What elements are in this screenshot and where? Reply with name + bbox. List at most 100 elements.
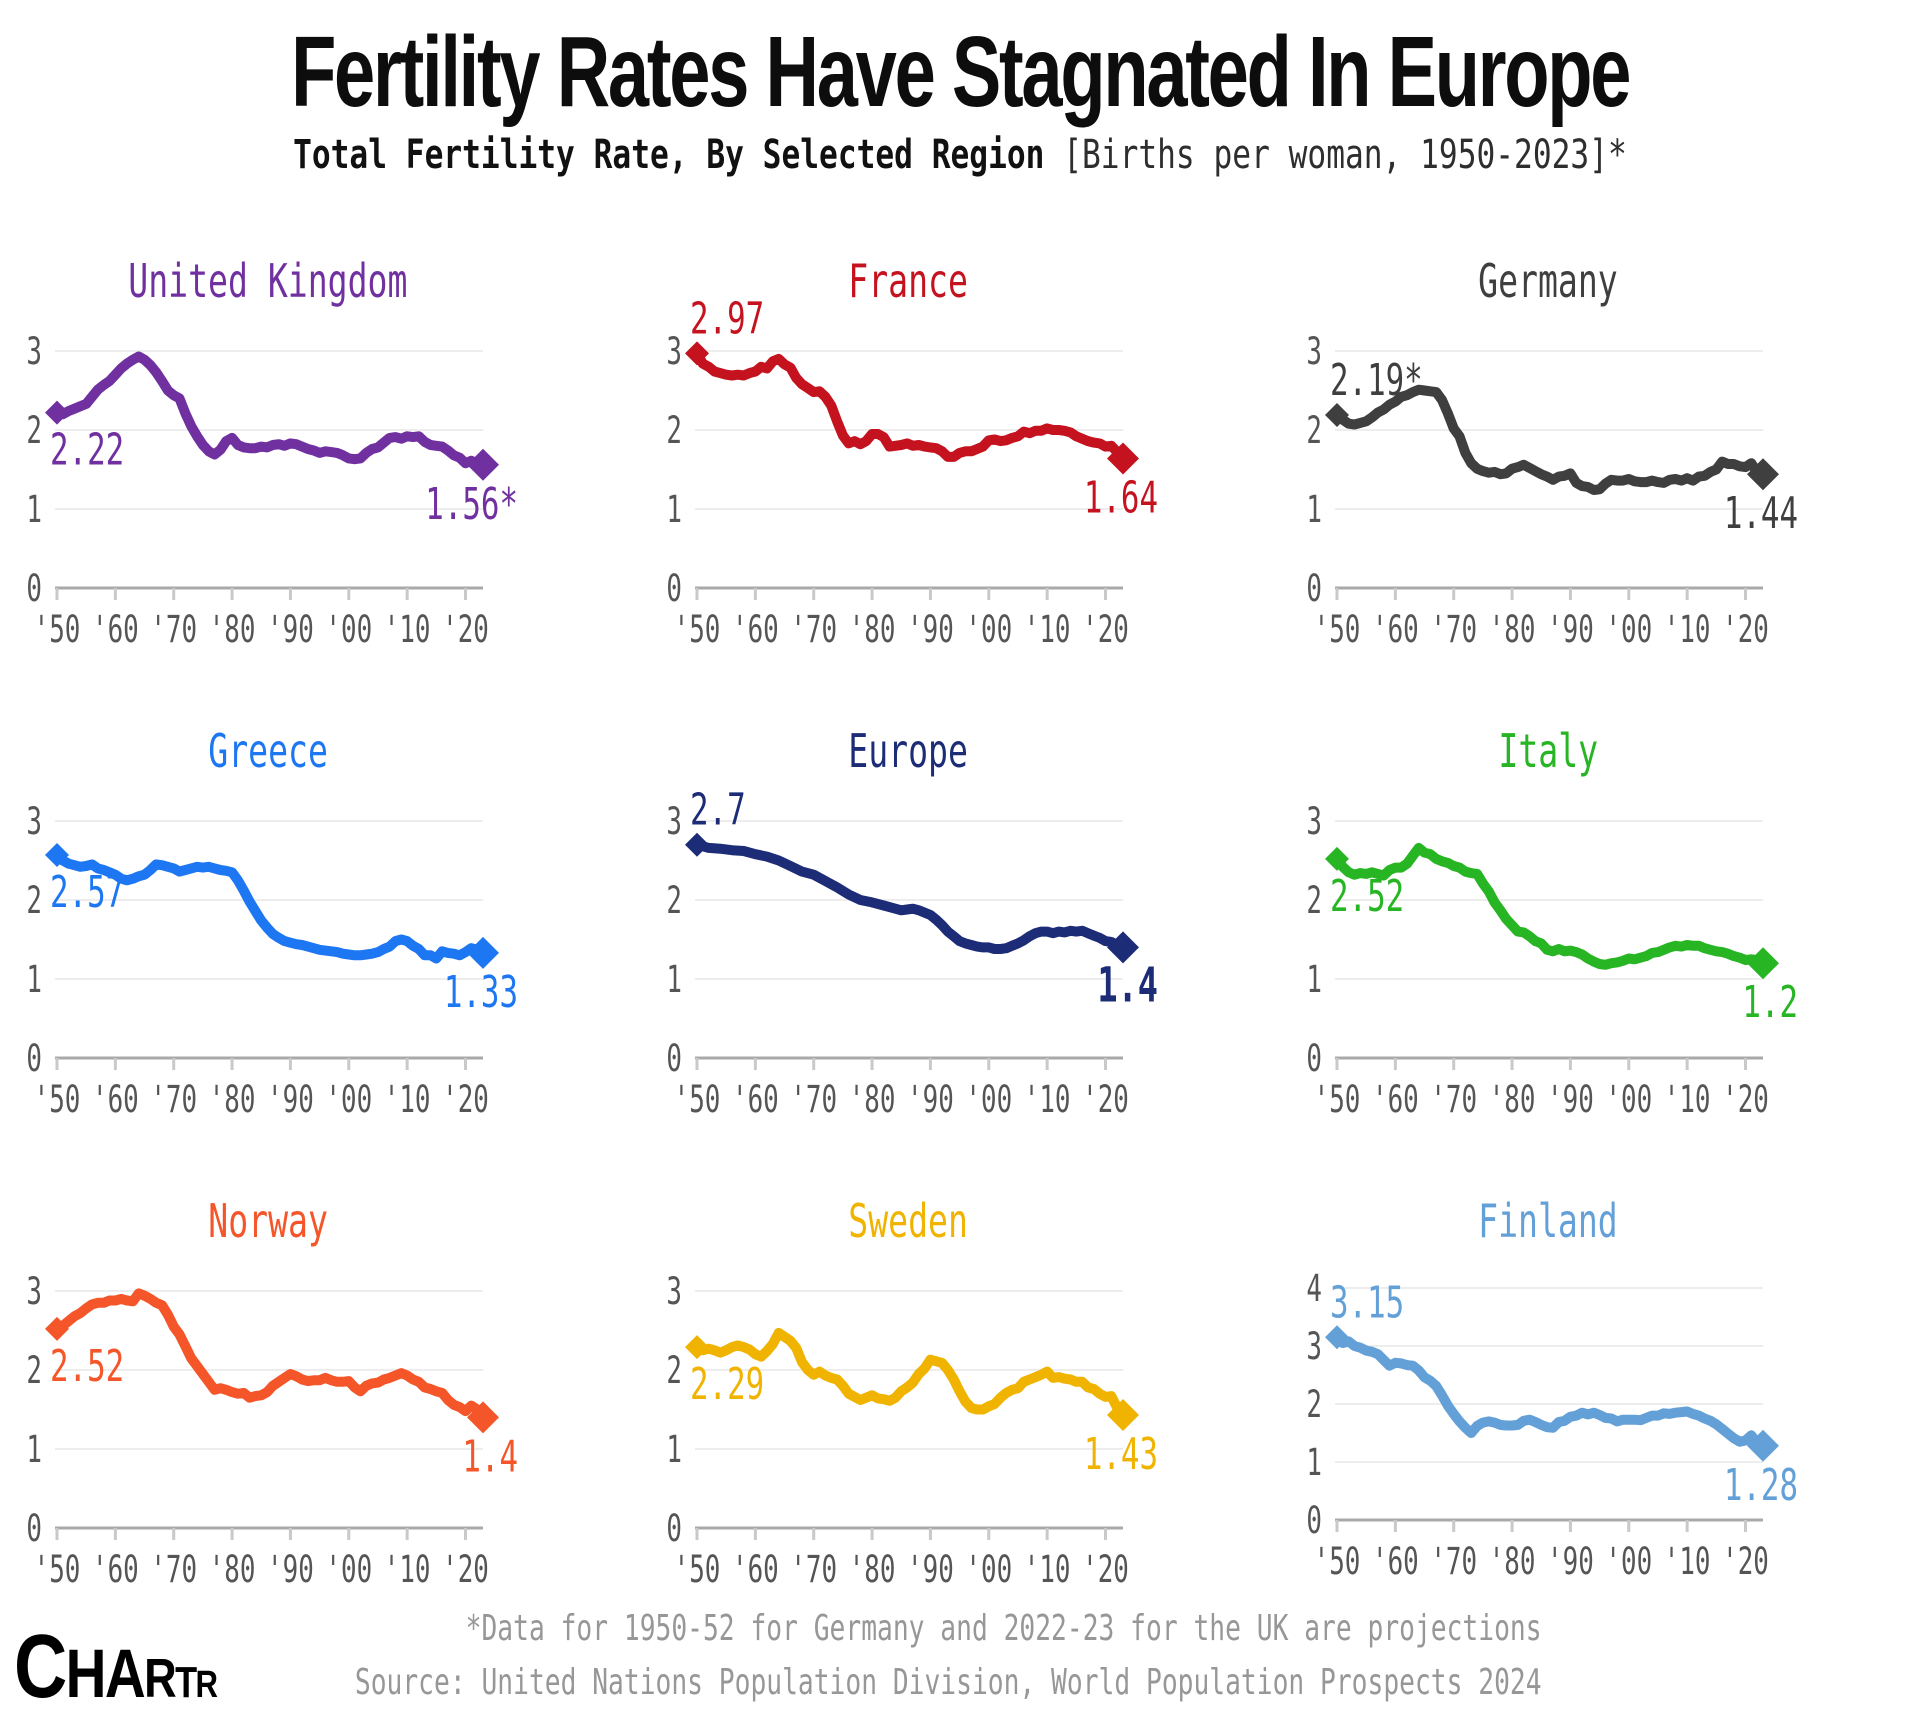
svg-text:3: 3 bbox=[26, 329, 42, 373]
end-value-label: 1.4 bbox=[1097, 957, 1158, 1013]
svg-text:'50: '50 bbox=[674, 1547, 721, 1591]
y-axis-label: 2 bbox=[1306, 878, 1322, 922]
svg-text:1.44: 1.44 bbox=[1724, 488, 1798, 539]
svg-text:1: 1 bbox=[1306, 1440, 1322, 1484]
svg-text:'90: '90 bbox=[1547, 607, 1594, 651]
svg-text:2: 2 bbox=[26, 878, 42, 922]
svg-text:3: 3 bbox=[1306, 329, 1322, 373]
svg-text:'60: '60 bbox=[732, 607, 779, 651]
svg-text:0: 0 bbox=[666, 1036, 682, 1080]
x-axis-label: '70 bbox=[1430, 607, 1477, 651]
y-axis-label: 3 bbox=[666, 799, 682, 843]
svg-text:2: 2 bbox=[666, 878, 682, 922]
svg-text:'60: '60 bbox=[92, 607, 139, 651]
svg-text:'20: '20 bbox=[1722, 607, 1769, 651]
svg-text:2.19*: 2.19* bbox=[1330, 354, 1423, 405]
start-marker bbox=[1325, 1325, 1349, 1350]
y-axis-label: 3 bbox=[26, 799, 42, 843]
svg-text:3: 3 bbox=[26, 1269, 42, 1313]
logo-letter: A bbox=[104, 1635, 146, 1712]
svg-text:2.7: 2.7 bbox=[690, 784, 746, 835]
svg-text:1: 1 bbox=[26, 1427, 42, 1471]
footnote: *Data for 1950-52 for Germany and 2022-2… bbox=[466, 1608, 1542, 1649]
x-axis-label: '80 bbox=[1489, 607, 1536, 651]
x-axis-label: '90 bbox=[907, 1547, 954, 1591]
series-line bbox=[692, 348, 1128, 464]
x-axis-label: '20 bbox=[1082, 1547, 1129, 1591]
chart-germany: 0 1 2 3 '50'60'70 '80'90'00 '10'20 2.19* 1.44 bbox=[1306, 329, 1798, 651]
end-marker bbox=[1107, 442, 1139, 475]
svg-text:'10: '10 bbox=[1024, 1547, 1071, 1591]
subtitle-main: Total Fertility Rate, By Selected Region bbox=[293, 132, 1045, 178]
svg-text:0: 0 bbox=[1306, 566, 1322, 610]
svg-text:'50: '50 bbox=[1314, 1539, 1361, 1583]
svg-text:3: 3 bbox=[666, 799, 682, 843]
svg-text:2.22: 2.22 bbox=[50, 424, 124, 475]
svg-text:'90: '90 bbox=[907, 1547, 954, 1591]
x-axis-label: '10 bbox=[384, 607, 431, 651]
logo-letter: H bbox=[65, 1635, 107, 1712]
svg-text:'10: '10 bbox=[384, 1547, 431, 1591]
x-axis-label: '60 bbox=[732, 607, 779, 651]
svg-text:1: 1 bbox=[26, 957, 42, 1001]
y-axis-label: 1 bbox=[1306, 1440, 1322, 1484]
svg-text:0: 0 bbox=[1306, 1498, 1322, 1542]
y-axis-label: 0 bbox=[1306, 1036, 1322, 1080]
svg-text:'70: '70 bbox=[790, 1077, 837, 1121]
chart-cell-france: France 0 1 2 3 '50'60'70 '80'90'00 '10'20 2.97 1… bbox=[640, 230, 1280, 700]
end-marker bbox=[1107, 931, 1139, 964]
svg-text:'10: '10 bbox=[1664, 1539, 1711, 1583]
svg-text:'50: '50 bbox=[674, 607, 721, 651]
x-axis-label: '50 bbox=[1314, 607, 1361, 651]
x-axis-label: '60 bbox=[732, 1547, 779, 1591]
x-axis-label: '70 bbox=[1430, 1539, 1477, 1583]
x-axis-label: '50 bbox=[674, 1077, 721, 1121]
x-axis-label: '90 bbox=[267, 1547, 314, 1591]
start-value-label: 3.15 bbox=[1330, 1277, 1404, 1328]
chart-norway: 0 1 2 3 '50'60'70 '80'90'00 '10'20 2.52 1.4 bbox=[26, 1269, 518, 1591]
svg-text:1: 1 bbox=[666, 487, 682, 531]
series-line bbox=[52, 1288, 488, 1423]
x-axis-label: '50 bbox=[674, 1547, 721, 1591]
start-marker bbox=[685, 832, 709, 857]
chart-title: Greece bbox=[208, 724, 328, 778]
svg-text:2: 2 bbox=[26, 408, 42, 452]
start-value-label: 2.22 bbox=[50, 424, 124, 475]
svg-text:'10: '10 bbox=[384, 1077, 431, 1121]
end-value-label: 1.44 bbox=[1724, 488, 1798, 539]
x-axis-label: '60 bbox=[1372, 607, 1419, 651]
svg-text:1.64: 1.64 bbox=[1084, 472, 1158, 523]
x-axis-label: '00 bbox=[325, 1077, 372, 1121]
y-axis-label: 2 bbox=[1306, 408, 1322, 452]
chart-cell-united-kingdom: United Kingdom 0 1 2 3 '50'60'70 '80'90'00 '10… bbox=[0, 230, 640, 700]
x-axis-label: '80 bbox=[849, 1077, 896, 1121]
x-axis-label: '60 bbox=[92, 1077, 139, 1121]
end-marker bbox=[467, 936, 499, 969]
x-axis-label: '10 bbox=[1024, 607, 1071, 651]
y-axis-label: 1 bbox=[666, 1427, 682, 1471]
x-axis-label: '20 bbox=[442, 607, 489, 651]
start-value-label: 2.7 bbox=[690, 784, 746, 835]
chart-finland: 0 1 2 3 4 '50'60'70 '80'90'00 '10'20 3.15 1.28 bbox=[1306, 1266, 1798, 1583]
logo-letter: R bbox=[144, 1647, 177, 1709]
x-axis-label: '00 bbox=[325, 1547, 372, 1591]
y-axis-label: 1 bbox=[26, 1427, 42, 1471]
x-axis-label: '00 bbox=[1605, 1539, 1652, 1583]
chart-greece: 0 1 2 3 '50'60'70 '80'90'00 '10'20 2.57 1.33 bbox=[26, 799, 518, 1121]
svg-text:2: 2 bbox=[26, 1348, 42, 1392]
svg-text:0: 0 bbox=[26, 1036, 42, 1080]
chart-cell-finland: Finland 0 1 2 3 4 '50'60'70 '80'90'00 '10'20 3.1… bbox=[1280, 1170, 1920, 1640]
svg-text:'10: '10 bbox=[1024, 1077, 1071, 1121]
end-value-label: 1.56* bbox=[425, 478, 518, 529]
svg-text:'80: '80 bbox=[209, 1077, 256, 1121]
svg-text:'50: '50 bbox=[34, 607, 81, 651]
chart-title: Italy bbox=[1498, 724, 1598, 778]
svg-text:'70: '70 bbox=[1430, 1077, 1477, 1121]
svg-text:'10: '10 bbox=[1024, 607, 1071, 651]
svg-text:'80: '80 bbox=[849, 1077, 896, 1121]
svg-text:'60: '60 bbox=[1372, 607, 1419, 651]
svg-text:'10: '10 bbox=[384, 607, 431, 651]
svg-text:1.56*: 1.56* bbox=[425, 478, 518, 529]
svg-text:'00: '00 bbox=[1605, 1539, 1652, 1583]
x-axis-label: '20 bbox=[442, 1547, 489, 1591]
